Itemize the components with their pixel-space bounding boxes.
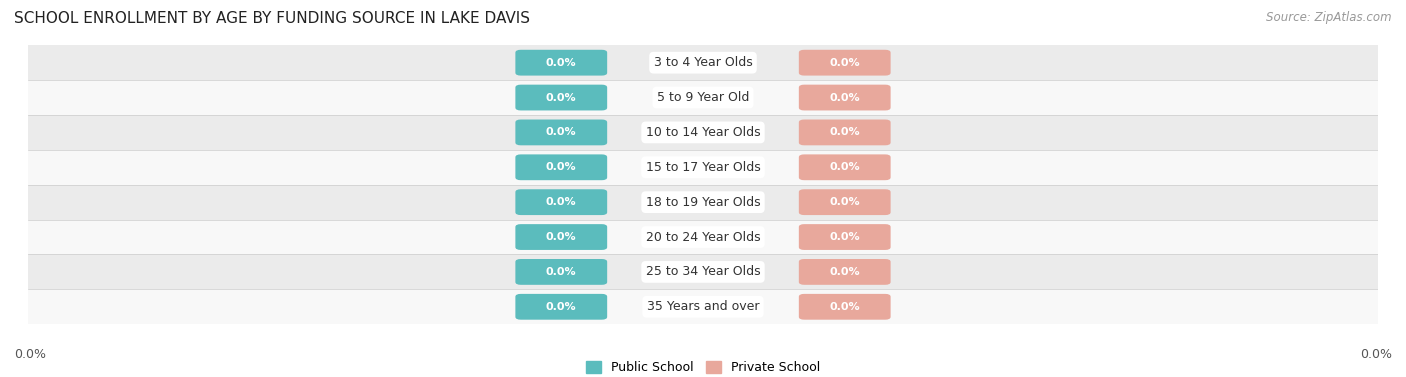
- Text: 0.0%: 0.0%: [546, 127, 576, 138]
- Text: 0.0%: 0.0%: [830, 58, 860, 68]
- Text: 0.0%: 0.0%: [830, 92, 860, 103]
- FancyBboxPatch shape: [799, 224, 890, 250]
- Text: 5 to 9 Year Old: 5 to 9 Year Old: [657, 91, 749, 104]
- FancyBboxPatch shape: [799, 259, 890, 285]
- Text: 0.0%: 0.0%: [830, 267, 860, 277]
- Text: 0.0%: 0.0%: [546, 267, 576, 277]
- Text: 0.0%: 0.0%: [830, 302, 860, 312]
- FancyBboxPatch shape: [516, 85, 607, 110]
- Text: 10 to 14 Year Olds: 10 to 14 Year Olds: [645, 126, 761, 139]
- Bar: [28, 150, 1378, 185]
- FancyBboxPatch shape: [516, 120, 607, 145]
- FancyBboxPatch shape: [516, 155, 607, 180]
- Bar: [28, 185, 1378, 219]
- Bar: [28, 45, 1378, 80]
- FancyBboxPatch shape: [799, 85, 890, 110]
- Text: 18 to 19 Year Olds: 18 to 19 Year Olds: [645, 196, 761, 208]
- Text: 0.0%: 0.0%: [546, 92, 576, 103]
- Legend: Public School, Private School: Public School, Private School: [581, 356, 825, 377]
- Bar: [28, 80, 1378, 115]
- Text: 0.0%: 0.0%: [546, 232, 576, 242]
- FancyBboxPatch shape: [799, 294, 890, 320]
- Text: 0.0%: 0.0%: [546, 58, 576, 68]
- Text: 0.0%: 0.0%: [546, 162, 576, 172]
- Text: 0.0%: 0.0%: [14, 348, 46, 361]
- Text: 0.0%: 0.0%: [830, 197, 860, 207]
- Text: 0.0%: 0.0%: [1360, 348, 1392, 361]
- Text: 0.0%: 0.0%: [546, 197, 576, 207]
- Bar: [28, 254, 1378, 290]
- FancyBboxPatch shape: [516, 50, 607, 75]
- Bar: [28, 219, 1378, 254]
- Text: 0.0%: 0.0%: [546, 302, 576, 312]
- Text: 20 to 24 Year Olds: 20 to 24 Year Olds: [645, 231, 761, 244]
- FancyBboxPatch shape: [799, 120, 890, 145]
- Text: 0.0%: 0.0%: [830, 232, 860, 242]
- FancyBboxPatch shape: [516, 259, 607, 285]
- FancyBboxPatch shape: [799, 155, 890, 180]
- Text: Source: ZipAtlas.com: Source: ZipAtlas.com: [1267, 11, 1392, 24]
- Text: 0.0%: 0.0%: [830, 127, 860, 138]
- Text: 15 to 17 Year Olds: 15 to 17 Year Olds: [645, 161, 761, 174]
- Text: 35 Years and over: 35 Years and over: [647, 300, 759, 313]
- FancyBboxPatch shape: [516, 294, 607, 320]
- FancyBboxPatch shape: [799, 189, 890, 215]
- Text: 0.0%: 0.0%: [830, 162, 860, 172]
- Text: 3 to 4 Year Olds: 3 to 4 Year Olds: [654, 56, 752, 69]
- FancyBboxPatch shape: [516, 189, 607, 215]
- Bar: [28, 115, 1378, 150]
- Bar: [28, 290, 1378, 324]
- FancyBboxPatch shape: [799, 50, 890, 75]
- Text: SCHOOL ENROLLMENT BY AGE BY FUNDING SOURCE IN LAKE DAVIS: SCHOOL ENROLLMENT BY AGE BY FUNDING SOUR…: [14, 11, 530, 26]
- FancyBboxPatch shape: [516, 224, 607, 250]
- Text: 25 to 34 Year Olds: 25 to 34 Year Olds: [645, 265, 761, 278]
